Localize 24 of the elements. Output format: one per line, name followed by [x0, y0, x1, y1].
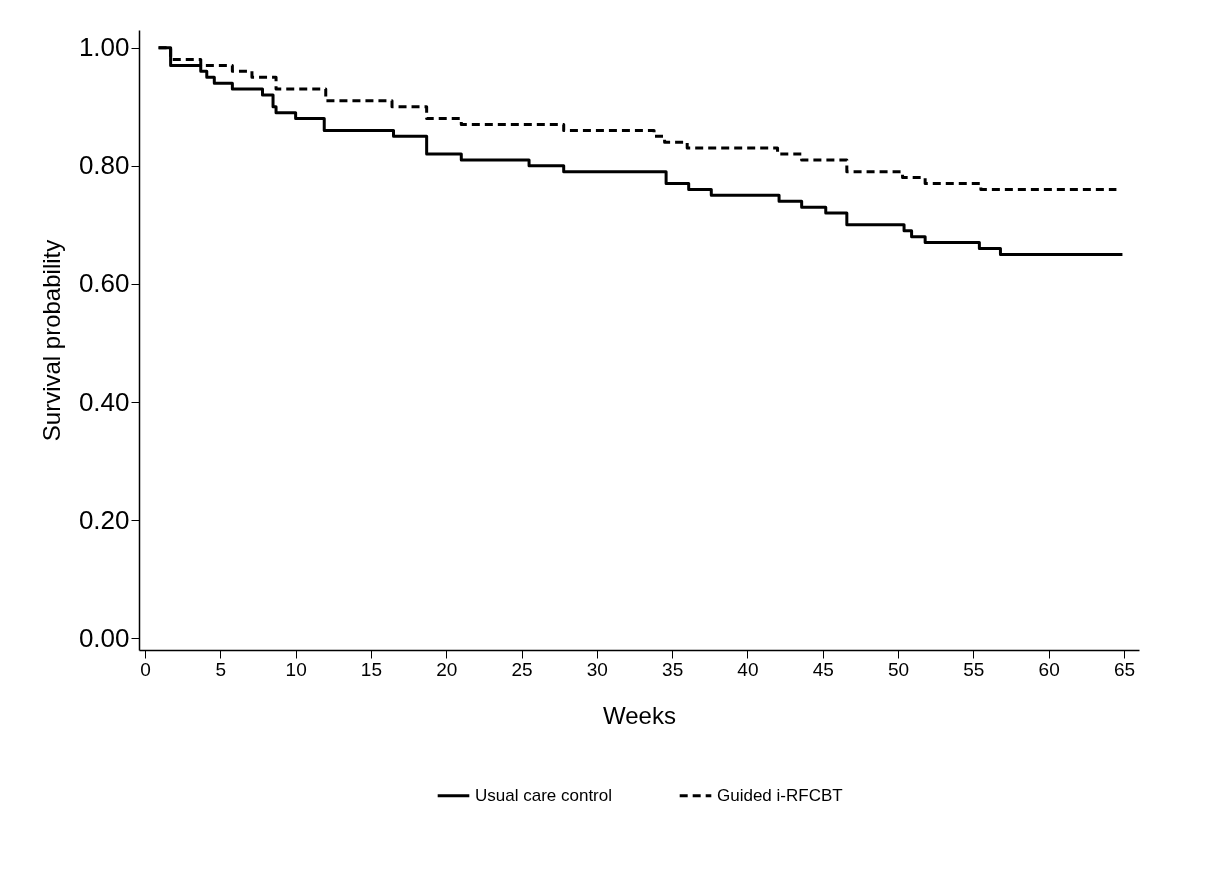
- x-tick-label: 65: [1113, 658, 1136, 680]
- x-tick-label: 50: [887, 658, 910, 680]
- y-tick-label: 1.00: [78, 32, 130, 63]
- x-tick-label: 55: [963, 658, 985, 680]
- x-tick-label: 5: [215, 658, 227, 680]
- legend-label: Usual care control: [475, 785, 613, 805]
- x-axis-title: Weeks: [603, 701, 676, 729]
- y-tick-label: 0.40: [78, 386, 130, 417]
- x-tick-label: 20: [436, 658, 458, 680]
- x-tick-label: 40: [737, 658, 759, 680]
- x-tick-label: 10: [285, 658, 307, 680]
- legend-label: Guided i-RFCBT: [717, 785, 843, 805]
- x-tick-label: 15: [360, 658, 382, 680]
- y-axis-title: Survival probability: [37, 239, 65, 442]
- y-tick-label: 0.00: [78, 622, 130, 653]
- x-tick-label: 60: [1038, 658, 1060, 680]
- y-tick-label: 0.20: [78, 504, 130, 535]
- x-tick-label: 0: [140, 658, 151, 680]
- x-tick-label: 45: [812, 658, 834, 680]
- x-tick-label: 30: [586, 658, 608, 680]
- y-tick-label: 0.60: [78, 268, 130, 299]
- x-tick-label: 25: [511, 658, 533, 680]
- x-tick-label: 35: [662, 658, 684, 680]
- y-tick-label: 0.80: [78, 150, 130, 181]
